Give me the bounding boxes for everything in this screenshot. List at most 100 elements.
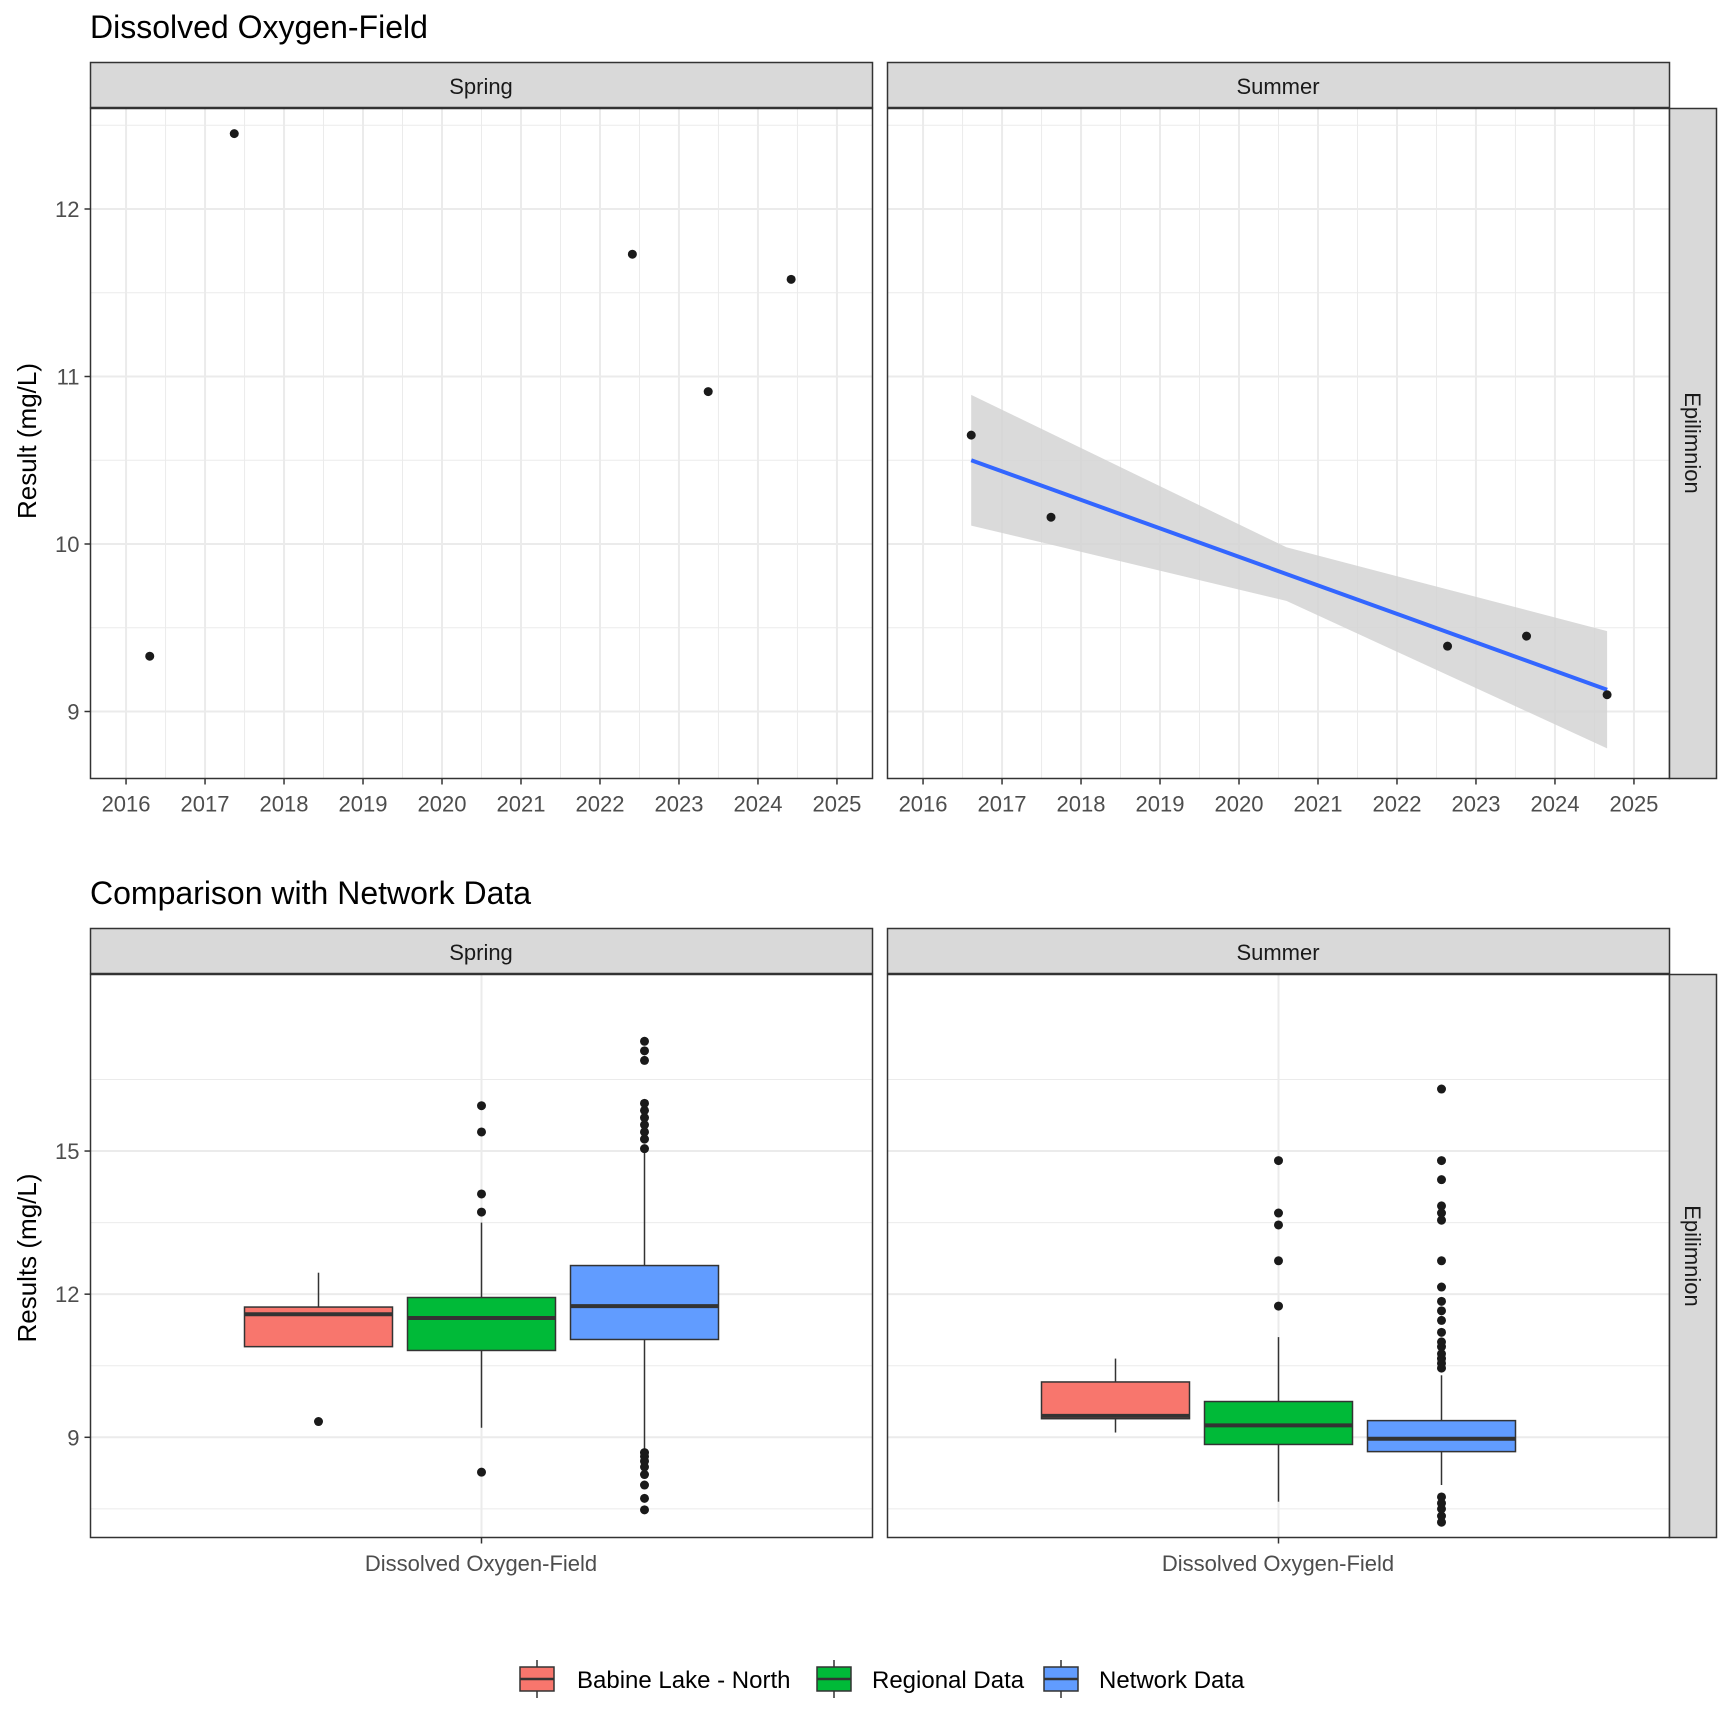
top-chart-title: Dissolved Oxygen-Field bbox=[90, 9, 428, 45]
chart0-tick-label-x: 2021 bbox=[497, 792, 546, 817]
chart1-confidence-ribbon bbox=[971, 394, 1608, 749]
chart2-regional-data-outlier bbox=[477, 1207, 486, 1217]
chart3-network-data-outlier bbox=[1437, 1201, 1446, 1211]
bottom-chart-title: Comparison with Network Data bbox=[90, 875, 531, 911]
chart3-network-data-outlier bbox=[1437, 1084, 1446, 1094]
bottom-right-strip bbox=[1668, 973, 1718, 1539]
chart0-tick-label-x: 2017 bbox=[181, 792, 230, 817]
chart3-babine-lake-north-box bbox=[1040, 1381, 1191, 1420]
chart2-panel-border bbox=[89, 973, 874, 1539]
legend-network-data-label: Network Data bbox=[1099, 1667, 1245, 1694]
chart2-regional-data-outlier bbox=[477, 1467, 486, 1477]
chart0-data-point bbox=[786, 274, 796, 284]
chart1-tick-label-x: 2025 bbox=[1609, 792, 1658, 817]
chart3-regional-data-outlier bbox=[1274, 1301, 1283, 1311]
chart2-network-data-outlier bbox=[640, 1493, 649, 1503]
chart3-regional-data-outlier bbox=[1274, 1220, 1283, 1230]
chart3-regional-data-box bbox=[1203, 1400, 1354, 1446]
top-spring-strip bbox=[89, 61, 874, 109]
chart1-tick-label-x: 2022 bbox=[1373, 792, 1422, 817]
chart1-tick-label-x: 2017 bbox=[978, 792, 1027, 817]
chart0-tick-label-y: 11 bbox=[57, 365, 80, 390]
chart2-network-data-outlier bbox=[640, 1098, 649, 1108]
chart3-regional-data-outlier bbox=[1274, 1208, 1283, 1218]
chart3-network-data-outlier bbox=[1437, 1349, 1446, 1359]
chart2-network-data-outlier bbox=[640, 1144, 649, 1154]
chart0-tick-label-x: 2018 bbox=[260, 792, 309, 817]
bottom-y-axis-label: Results (mg/L) bbox=[12, 1173, 42, 1342]
chart2-network-data-outlier bbox=[640, 1134, 649, 1144]
chart1-trend-line bbox=[970, 458, 1608, 692]
chart1-tick-label-x: 2020 bbox=[1215, 792, 1264, 817]
chart0-data-point bbox=[145, 651, 155, 661]
chart0-tick-label-x: 2019 bbox=[339, 792, 388, 817]
legend: Babine Lake - North Regional Data Network … bbox=[519, 1660, 1245, 1698]
bottom-spring-strip bbox=[89, 927, 874, 975]
top-summer-strip-label: Summer bbox=[1236, 74, 1319, 99]
chart2-regional-data-outlier bbox=[477, 1101, 486, 1111]
chart3-network-data-outlier bbox=[1437, 1315, 1446, 1325]
chart0-tick-label-x: 2022 bbox=[576, 792, 625, 817]
chart2-network-data-outlier bbox=[640, 1448, 649, 1458]
chart2-regional-data-box bbox=[406, 1296, 557, 1352]
chart3-network-data-outlier bbox=[1437, 1511, 1446, 1521]
chart2-network-data-outlier bbox=[640, 1120, 649, 1130]
chart3-network-data-outlier bbox=[1437, 1517, 1446, 1527]
chart1-tick-label-x: 2019 bbox=[1136, 792, 1185, 817]
chart3-network-data-outlier bbox=[1437, 1327, 1446, 1337]
chart1-data-point bbox=[1046, 512, 1056, 522]
chart3-network-data-outlier bbox=[1437, 1175, 1446, 1185]
top-right-strip bbox=[1668, 107, 1718, 780]
chart2-network-data-box bbox=[569, 1264, 720, 1341]
top-right-strip-label: Epilimnion bbox=[1680, 392, 1705, 494]
chart3-network-data-outlier bbox=[1437, 1256, 1446, 1266]
chart0-data-point bbox=[703, 387, 713, 397]
chart1-tick-label-x: 2018 bbox=[1057, 792, 1106, 817]
chart0-tick-label-x: 2020 bbox=[418, 792, 467, 817]
bottom-summer-strip bbox=[886, 927, 1671, 975]
bottom-right-strip-label: Epilimnion bbox=[1680, 1205, 1705, 1307]
chart0-tick-label-x: 2025 bbox=[812, 792, 861, 817]
chart3-network-data-box bbox=[1366, 1419, 1517, 1453]
chart1-data-point bbox=[1443, 641, 1453, 651]
chart1-data-point bbox=[1602, 690, 1612, 700]
chart2-network-data-outlier bbox=[640, 1036, 649, 1046]
bottom-summer-x-label: Dissolved Oxygen-Field bbox=[1162, 1551, 1394, 1576]
chart2-network-data-outlier bbox=[640, 1470, 649, 1480]
chart0-tick-label-x: 2016 bbox=[102, 792, 151, 817]
chart2-network-data-outlier bbox=[640, 1055, 649, 1065]
chart2-babine-lake-north-outlier bbox=[314, 1417, 323, 1427]
chart2-tick-label-y: 15 bbox=[55, 1139, 79, 1164]
chart1-tick-label-x: 2023 bbox=[1451, 792, 1500, 817]
chart3-network-data-outlier bbox=[1437, 1337, 1446, 1347]
chart0-data-point bbox=[229, 129, 239, 139]
chart1-data-point bbox=[1522, 631, 1532, 641]
top-summer-strip bbox=[886, 61, 1671, 109]
chart0-tick-label-y: 10 bbox=[55, 532, 79, 557]
top-spring-strip-label: Spring bbox=[449, 74, 513, 99]
chart3-network-data-outlier bbox=[1437, 1156, 1446, 1166]
chart0-data-point bbox=[627, 249, 637, 259]
chart3-network-data-outlier bbox=[1437, 1208, 1446, 1218]
top-spring-panel: 2016 2017 2018 2019 2020 2021 2022 2023 2024 2025… bbox=[55, 107, 874, 817]
chart0-tick-label-x: 2024 bbox=[733, 792, 782, 817]
chart3-network-data-outlier bbox=[1437, 1498, 1446, 1508]
legend-regional-data-label: Regional Data bbox=[872, 1667, 1025, 1694]
top-summer-panel: 2016 2017 2018 2019 2020 2021 2022 2023 2024 2025 bbox=[886, 107, 1671, 817]
bottom-spring-panel: 9 12 15 bbox=[55, 973, 874, 1544]
chart3-network-data-outlier bbox=[1437, 1492, 1446, 1502]
chart0-tick-label-y: 12 bbox=[55, 197, 79, 222]
chart1-tick-label-x: 2016 bbox=[899, 792, 948, 817]
chart2-regional-data-outlier bbox=[477, 1189, 486, 1199]
chart1-tick-label-x: 2021 bbox=[1294, 792, 1343, 817]
chart3-network-data-outlier bbox=[1437, 1215, 1446, 1225]
chart2-network-data-outlier bbox=[640, 1105, 649, 1115]
chart2-network-data-outlier bbox=[640, 1113, 649, 1123]
bottom-spring-strip-label: Spring bbox=[449, 940, 513, 965]
chart3-regional-data-outlier bbox=[1274, 1156, 1283, 1166]
chart3-network-data-outlier bbox=[1437, 1296, 1446, 1306]
bottom-summer-strip-label: Summer bbox=[1236, 940, 1319, 965]
chart3-regional-data-outlier bbox=[1274, 1256, 1283, 1266]
chart2-network-data-outlier bbox=[640, 1046, 649, 1056]
